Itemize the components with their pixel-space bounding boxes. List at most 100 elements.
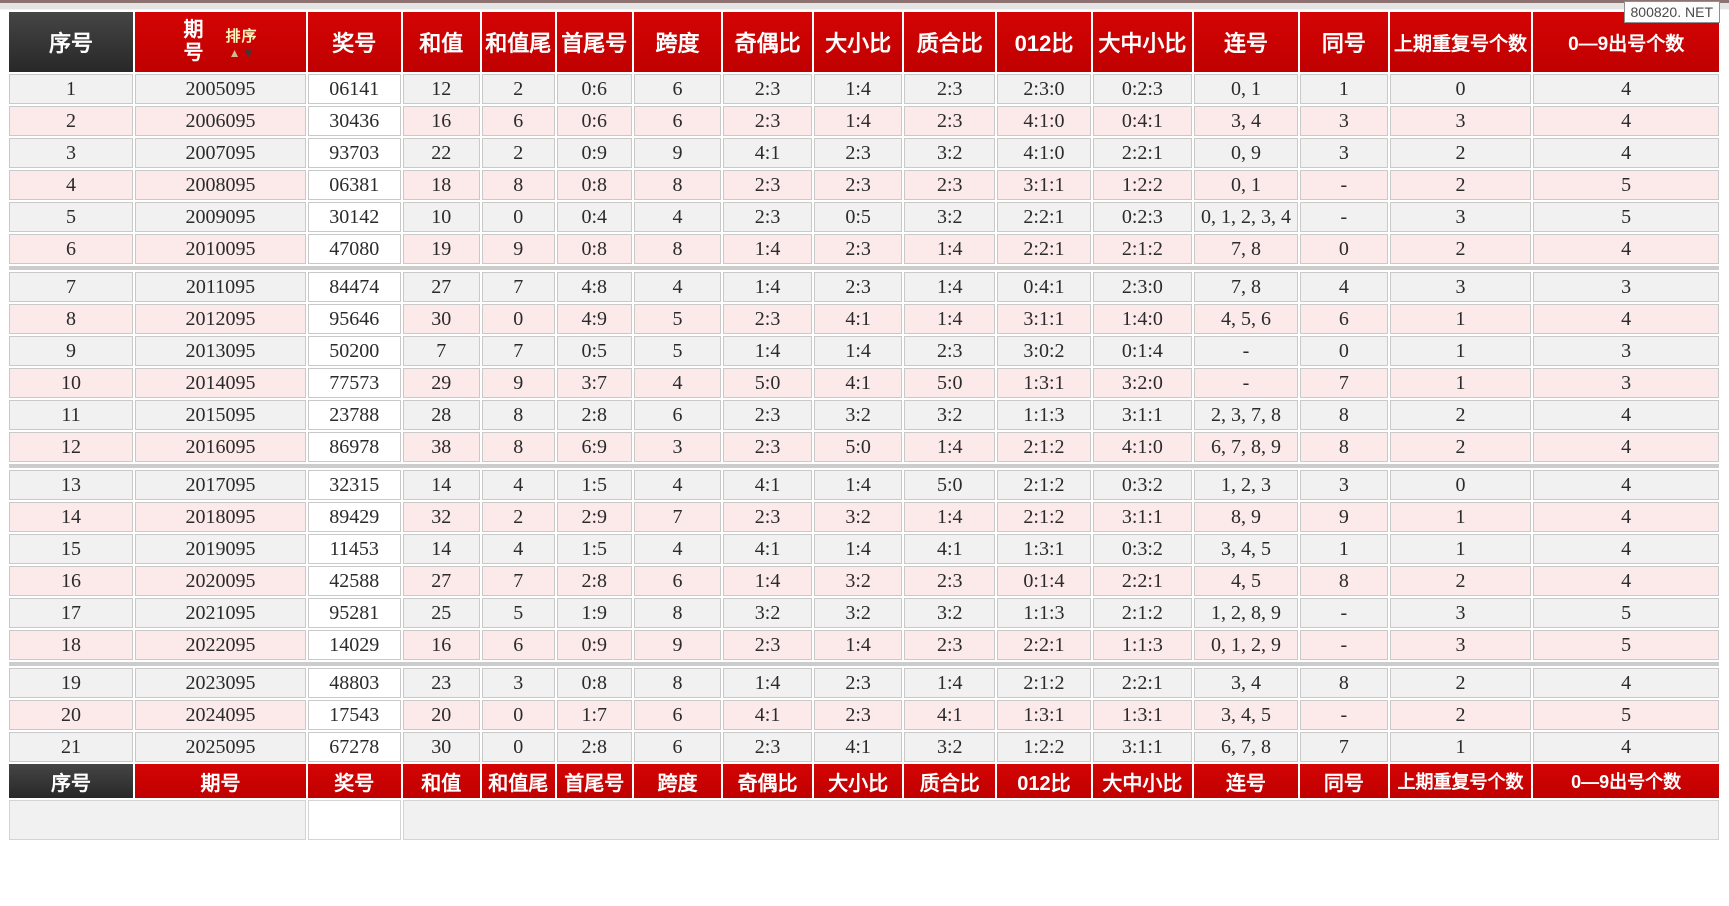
cell-big_small: 0:5: [813, 202, 903, 232]
cell-seq: 19: [9, 668, 134, 698]
cell-first_last: 2:8: [556, 400, 632, 430]
cell-prime_composite: 1:4: [904, 234, 996, 264]
cell-period: 2008095: [135, 170, 306, 200]
cell-same: -: [1300, 630, 1388, 660]
cell-span: 4: [633, 202, 722, 232]
cell-sum: 20: [402, 700, 480, 730]
table-row: 21 2025095 67278 30 0 2:8 6 2:3 4:1 3:2 1:2:2 3:1:1…: [9, 732, 1719, 762]
cell-same: 3: [1300, 138, 1388, 168]
cell-odd_even: 1:4: [723, 272, 812, 302]
cell-same: 8: [1300, 400, 1388, 430]
header-consecutive: 连号: [1193, 12, 1299, 72]
cell-prev_repeat: 1: [1389, 368, 1532, 398]
cell-number: 89429: [307, 502, 401, 532]
cell-period: 2019095: [135, 534, 306, 564]
cell-sum_tail: 2: [481, 502, 555, 532]
cell-prev_repeat: 2: [1389, 700, 1532, 730]
lottery-trend-table: 序号 期 号 排序 ▲ ▼: [7, 10, 1721, 842]
footer-sum-tail: 和值尾: [481, 764, 555, 798]
cell-zero_one_two: 0:1:4: [997, 566, 1091, 596]
cell-prime_composite: 5:0: [904, 368, 996, 398]
cell-number: 23788: [307, 400, 401, 430]
table-row: 16 2020095 42588 27 7 2:8 6 1:4 3:2 2:3 0:1:4 2:2:1…: [9, 566, 1719, 596]
cell-consecutive: 0, 9: [1193, 138, 1299, 168]
cell-prev_repeat: 2: [1389, 138, 1532, 168]
cell-first_last: 0:8: [556, 668, 632, 698]
cell-consecutive: -: [1193, 336, 1299, 366]
cell-same: 7: [1300, 368, 1388, 398]
cell-prev_repeat: 1: [1389, 502, 1532, 532]
table-row: 8 2012095 95646 30 0 4:9 5 2:3 4:1 1:4 3:1:1 1:4:0 4…: [9, 304, 1719, 334]
table-row: 6 2010095 47080 19 9 0:8 8 1:4 2:3 1:4 2:2:1 2:1:2 7…: [9, 234, 1719, 264]
cell-prime_composite: 1:4: [904, 502, 996, 532]
sort-control[interactable]: 排序 ▲ ▼: [225, 25, 257, 59]
top-strip: [0, 3, 1729, 10]
cell-same: 4: [1300, 272, 1388, 302]
cell-first_last: 2:8: [556, 566, 632, 596]
cell-big_small: 3:2: [813, 566, 903, 596]
header-seq: 序号: [9, 12, 134, 72]
cell-number: 47080: [307, 234, 401, 264]
footer-prev-repeat: 上期重复号个数: [1389, 764, 1532, 798]
cell-digit_count: 3: [1533, 336, 1719, 366]
table-header-top: 序号 期 号 排序 ▲ ▼: [9, 12, 1719, 72]
cell-number: 06381: [307, 170, 401, 200]
cell-sum_tail: 8: [481, 432, 555, 462]
sort-desc-icon[interactable]: ▼: [242, 46, 255, 60]
cell-prime_composite: 5:0: [904, 470, 996, 500]
footer-big-mid-small: 大中小比: [1092, 764, 1192, 798]
cell-big_small: 2:3: [813, 234, 903, 264]
cell-prev_repeat: 1: [1389, 732, 1532, 762]
cell-big_mid_small: 2:2:1: [1092, 668, 1192, 698]
cell-digit_count: 3: [1533, 272, 1719, 302]
cell-seq: 15: [9, 534, 134, 564]
cell-seq: 9: [9, 336, 134, 366]
cell-big_small: 2:3: [813, 700, 903, 730]
cell-span: 6: [633, 106, 722, 136]
cell-consecutive: 0, 1, 2, 3, 4: [1193, 202, 1299, 232]
cell-span: 6: [633, 400, 722, 430]
cell-seq: 8: [9, 304, 134, 334]
cell-big_small: 1:4: [813, 106, 903, 136]
cell-first_last: 0:6: [556, 74, 632, 104]
table-row: 3 2007095 93703 22 2 0:9 9 4:1 2:3 3:2 4:1:0 2:2:1 0…: [9, 138, 1719, 168]
cell-digit_count: 4: [1533, 74, 1719, 104]
cell-zero_one_two: 2:1:2: [997, 432, 1091, 462]
cell-prime_composite: 3:2: [904, 732, 996, 762]
cell-odd_even: 1:4: [723, 234, 812, 264]
sort-asc-icon[interactable]: ▲: [228, 46, 241, 60]
cell-sum_tail: 4: [481, 534, 555, 564]
cell-zero_one_two: 2:3:0: [997, 74, 1091, 104]
sort-label[interactable]: 排序: [225, 28, 258, 45]
cell-zero_one_two: 1:3:1: [997, 700, 1091, 730]
cell-sum_tail: 9: [481, 234, 555, 264]
cell-consecutive: 3, 4, 5: [1193, 700, 1299, 730]
cell-sum: 14: [402, 534, 480, 564]
cell-odd_even: 4:1: [723, 470, 812, 500]
cell-first_last: 4:9: [556, 304, 632, 334]
cell-big_mid_small: 0:3:2: [1092, 470, 1192, 500]
cell-sum: 12: [402, 74, 480, 104]
cell-prev_repeat: 2: [1389, 234, 1532, 264]
cell-zero_one_two: 2:1:2: [997, 502, 1091, 532]
cell-big_small: 3:2: [813, 400, 903, 430]
cell-zero_one_two: 3:0:2: [997, 336, 1091, 366]
cell-prev_repeat: 1: [1389, 304, 1532, 334]
cell-same: 0: [1300, 234, 1388, 264]
cell-prev_repeat: 3: [1389, 106, 1532, 136]
cell-span: 8: [633, 598, 722, 628]
footer-consecutive: 连号: [1193, 764, 1299, 798]
cell-period: 2025095: [135, 732, 306, 762]
cell-first_last: 1:9: [556, 598, 632, 628]
cell-odd_even: 2:3: [723, 432, 812, 462]
cell-sum_tail: 9: [481, 368, 555, 398]
header-number: 奖号: [307, 12, 401, 72]
cell-number: 06141: [307, 74, 401, 104]
cell-same: 1: [1300, 74, 1388, 104]
cell-span: 6: [633, 732, 722, 762]
cell-zero_one_two: 1:3:1: [997, 368, 1091, 398]
cell-first_last: 0:8: [556, 170, 632, 200]
cell-prev_repeat: 2: [1389, 432, 1532, 462]
table-row: 7 2011095 84474 27 7 4:8 4 1:4 2:3 1:4 0:4:1 2:3:0 7…: [9, 272, 1719, 302]
group-separator: [9, 266, 1719, 270]
